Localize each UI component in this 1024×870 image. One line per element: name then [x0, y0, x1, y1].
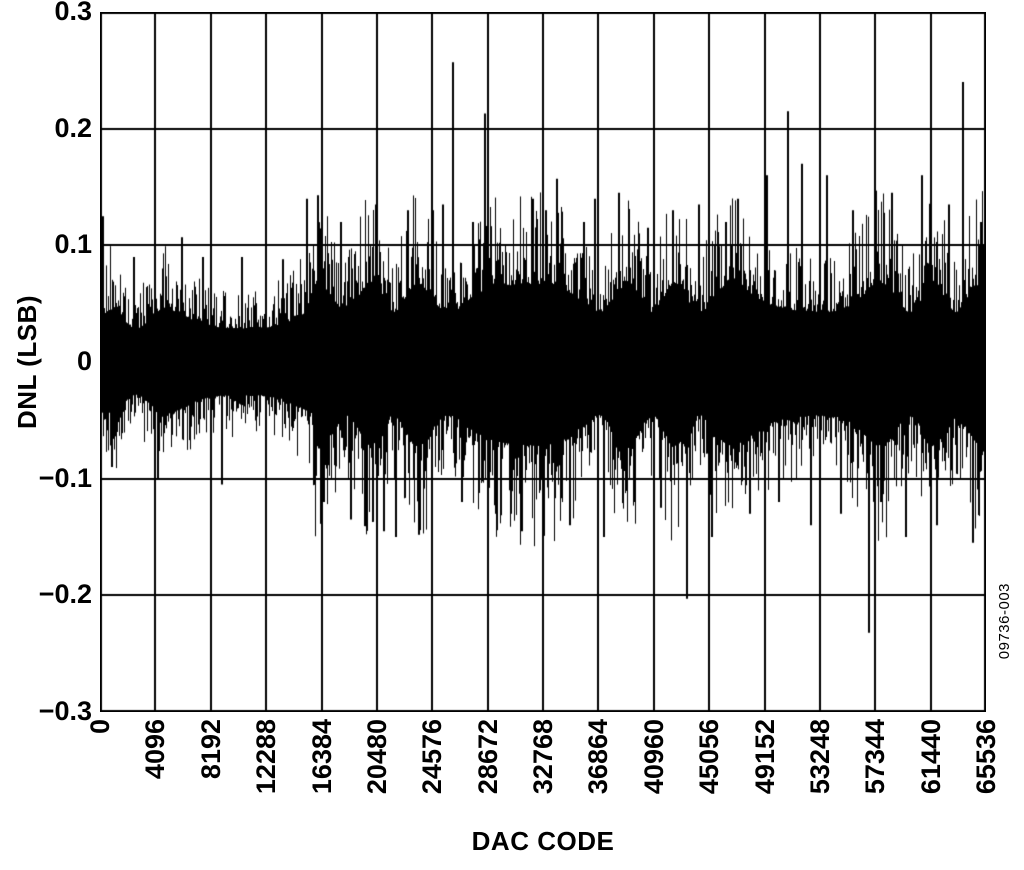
x-tick-label: 12288 — [251, 719, 282, 795]
x-tick-label: 36864 — [583, 719, 614, 795]
y-tick-label: 0.3 — [54, 0, 92, 26]
x-tick-label: 8192 — [195, 719, 226, 780]
x-tick-label: 0 — [85, 719, 115, 735]
y-tick-label: 0 — [76, 346, 92, 376]
x-tick-label: 24576 — [417, 719, 448, 795]
y-tick-label: −0.3 — [38, 696, 92, 726]
x-tick-label: 65536 — [971, 719, 1001, 795]
x-tick-label: 20480 — [361, 719, 392, 795]
x-tick-label: 4096 — [140, 719, 171, 780]
dnl-plot-canvas — [100, 12, 986, 712]
x-tick-label: 16384 — [306, 719, 337, 795]
x-tick-label: 57344 — [860, 719, 891, 795]
y-tick-label: 0.1 — [54, 229, 92, 260]
x-tick-label: 45056 — [694, 719, 725, 795]
figure-number: 09736-003 — [996, 583, 1013, 660]
x-tick-label: 49152 — [749, 719, 780, 795]
x-tick-label: 32768 — [528, 719, 558, 795]
x-tick-label: 28672 — [472, 719, 503, 795]
y-tick-label: 0.2 — [54, 112, 92, 143]
x-tick-label: 53248 — [804, 719, 835, 795]
x-axis-title: DAC CODE — [471, 826, 615, 856]
x-tick-label: 40960 — [638, 719, 669, 795]
y-tick-label: −0.1 — [38, 462, 92, 493]
y-tick-label: −0.2 — [38, 579, 92, 610]
x-tick-label: 61440 — [915, 719, 946, 795]
